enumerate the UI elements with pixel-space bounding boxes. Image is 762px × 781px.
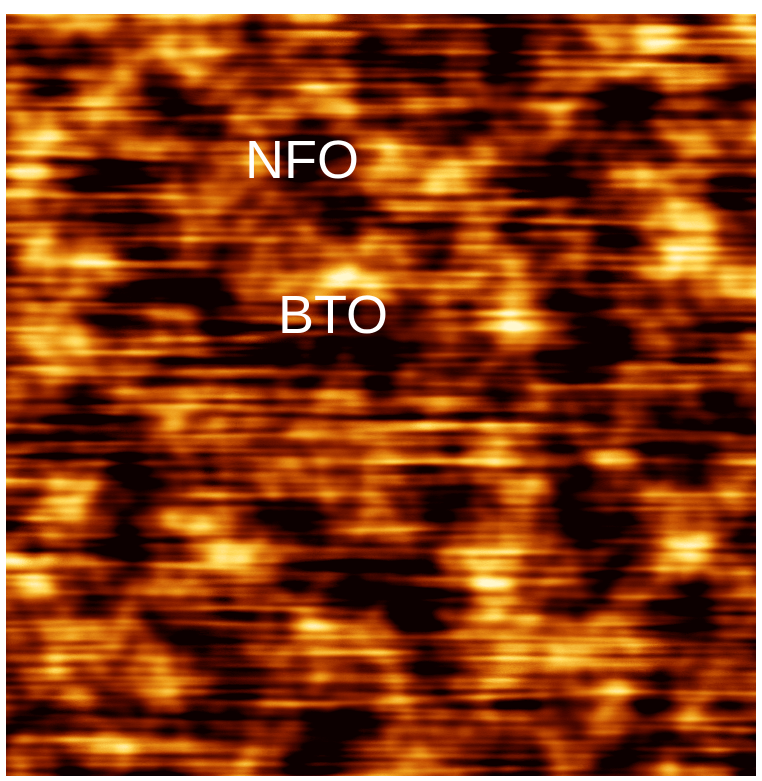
phase-label: BTO: [278, 285, 388, 345]
micrograph-view: NFO BTO: [0, 0, 762, 781]
phase-label: NFO: [245, 130, 359, 190]
page: NFO BTO (() => { const data = JSON.parse…: [0, 0, 762, 781]
afm-scan: [6, 14, 756, 776]
